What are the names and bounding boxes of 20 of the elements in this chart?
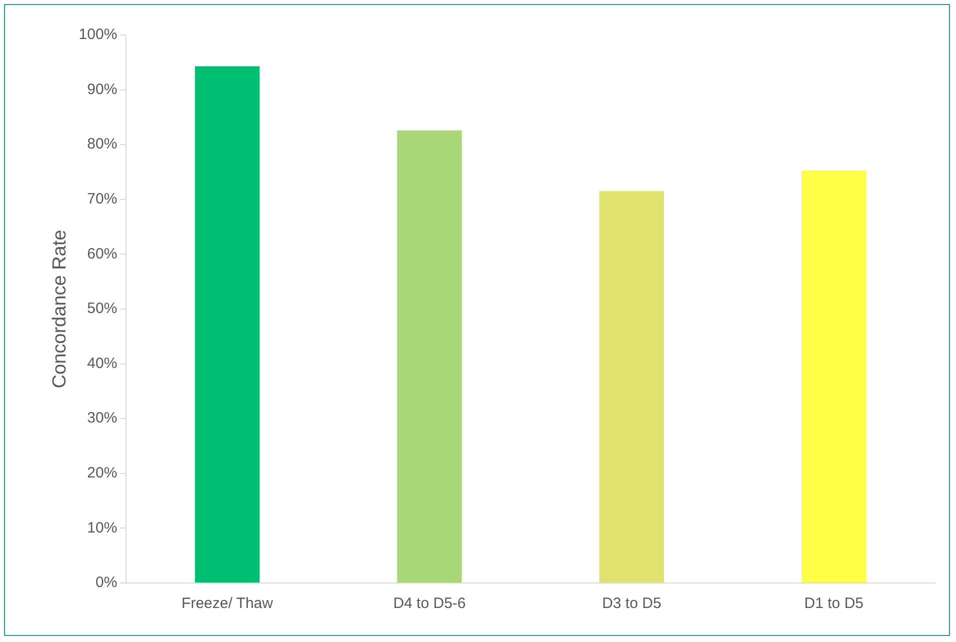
bar [397, 130, 462, 582]
y-tick-label: 20% [87, 464, 118, 482]
x-tick-label: Freeze/ Thaw [182, 595, 274, 612]
y-tick-label: 100% [78, 26, 118, 44]
y-tick-label: 70% [87, 190, 118, 208]
y-tick-label: 60% [87, 245, 118, 262]
bar [599, 191, 664, 582]
x-tick-label: D1 to D5 [804, 595, 864, 612]
bar [802, 170, 866, 582]
y-tick-label: 40% [87, 354, 118, 372]
y-axis-title: Concordance Rate [50, 230, 71, 388]
x-tick-label: D3 to D5 [602, 595, 662, 612]
y-tick-label: 80% [87, 136, 118, 153]
x-tick-label: D4 to D5-6 [393, 595, 466, 612]
y-tick-label: 50% [87, 300, 118, 318]
y-tick-label: 30% [87, 410, 118, 427]
y-tick-label: 0% [95, 574, 118, 592]
bar [194, 66, 260, 582]
y-tick-label: 90% [87, 80, 118, 98]
y-tick-label: 10% [87, 519, 118, 536]
